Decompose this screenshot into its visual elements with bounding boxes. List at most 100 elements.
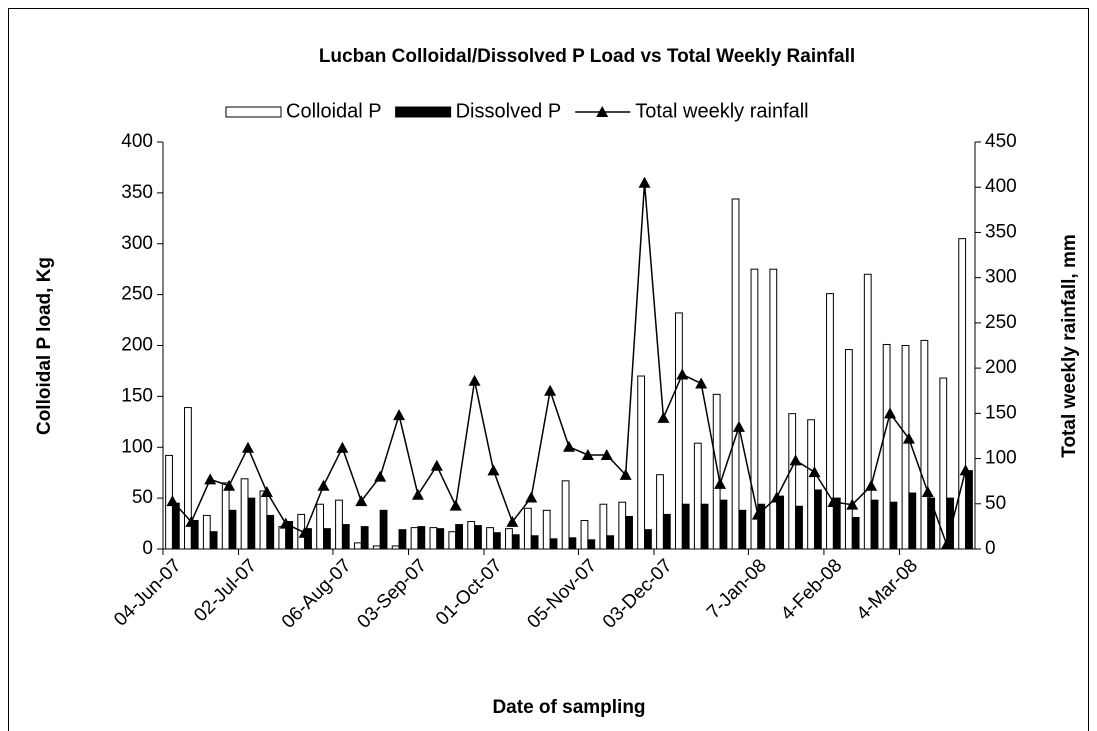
bar	[757, 503, 766, 550]
y-tick-label: 0	[142, 538, 153, 559]
marker	[166, 495, 179, 507]
y2-tick-label: 450	[985, 131, 1017, 152]
bar	[228, 509, 237, 550]
bar	[285, 521, 294, 550]
marker	[260, 486, 273, 498]
marker	[865, 479, 878, 491]
bar	[656, 474, 664, 550]
bar	[304, 528, 312, 550]
bar	[221, 482, 230, 550]
bar	[171, 502, 180, 550]
marker	[430, 459, 443, 471]
bar	[266, 514, 275, 550]
marker	[581, 448, 594, 460]
bar	[606, 535, 615, 550]
bar	[455, 524, 463, 550]
bar	[832, 497, 841, 550]
bar	[530, 535, 539, 550]
bar	[561, 480, 570, 550]
marker	[751, 508, 764, 520]
legend-swatch	[395, 106, 452, 118]
y2-tick-label: 200	[985, 357, 1017, 378]
chart-title: Lucban Colloidal/Dissolved P Load vs Tot…	[319, 46, 855, 67]
marker	[638, 176, 651, 188]
bar	[486, 527, 494, 550]
bar	[429, 527, 438, 550]
bar	[927, 497, 936, 550]
y2-tick-label: 300	[985, 267, 1017, 288]
bar	[662, 513, 671, 550]
legend-label: Colloidal P	[286, 100, 382, 122]
bar	[939, 377, 948, 550]
bar	[788, 413, 797, 550]
marker	[846, 498, 859, 510]
marker	[884, 407, 897, 419]
bar	[568, 537, 577, 550]
bar	[353, 542, 362, 550]
bar	[769, 268, 778, 550]
bar	[882, 343, 891, 550]
bar	[316, 503, 325, 550]
marker	[468, 374, 481, 386]
bar	[398, 529, 407, 550]
bar	[474, 525, 482, 550]
bar	[417, 526, 426, 550]
y2-tick-label: 100	[985, 448, 1017, 469]
marker	[657, 411, 670, 423]
marker	[827, 495, 840, 507]
bar	[618, 501, 627, 550]
y2-axis-title: Total weekly rainfall, mm	[1059, 234, 1080, 458]
marker	[714, 477, 727, 489]
bar	[549, 538, 558, 550]
marker	[317, 479, 330, 491]
marker	[241, 441, 254, 453]
bar	[795, 505, 803, 550]
bar	[184, 407, 192, 550]
bar	[436, 528, 445, 550]
marker	[204, 473, 217, 485]
marker	[374, 470, 387, 482]
y-tick-label: 300	[121, 233, 153, 254]
bar	[681, 503, 690, 550]
y2-tick-label: 50	[985, 493, 1006, 514]
bar	[323, 528, 331, 550]
bar	[901, 345, 910, 550]
bar	[505, 528, 513, 550]
marker	[600, 448, 613, 460]
marker	[563, 440, 575, 452]
bar	[700, 503, 709, 550]
legend-label: Dissolved P	[456, 100, 562, 122]
bar	[202, 514, 211, 550]
bar	[511, 534, 520, 550]
bar	[372, 545, 381, 550]
marker	[940, 538, 953, 550]
y-tick-label: 200	[121, 335, 153, 356]
bar	[637, 375, 646, 550]
y-tick-label: 100	[121, 436, 153, 457]
marker	[902, 432, 915, 444]
y2-tick-label: 250	[985, 312, 1017, 333]
bar	[712, 393, 721, 550]
y-tick-label: 350	[121, 182, 153, 203]
y-tick-label: 150	[121, 385, 153, 406]
bar	[965, 470, 973, 550]
y2-tick-label: 400	[985, 176, 1017, 197]
marker	[506, 515, 519, 527]
legend-marker	[596, 106, 609, 117]
bar	[776, 495, 785, 550]
marker	[279, 517, 292, 529]
marker	[411, 488, 424, 500]
y-axis-title: Colloidal P load, Kg	[34, 257, 55, 435]
bar	[542, 509, 551, 550]
bar	[813, 489, 822, 550]
y2-tick-label: 0	[985, 538, 996, 559]
y-tick-label: 250	[121, 284, 153, 305]
bar	[247, 497, 256, 550]
marker	[449, 499, 462, 511]
marker	[393, 409, 406, 421]
bar	[448, 531, 457, 550]
y2-tick-label: 350	[985, 221, 1017, 242]
marker	[336, 441, 349, 453]
bar	[908, 492, 917, 550]
